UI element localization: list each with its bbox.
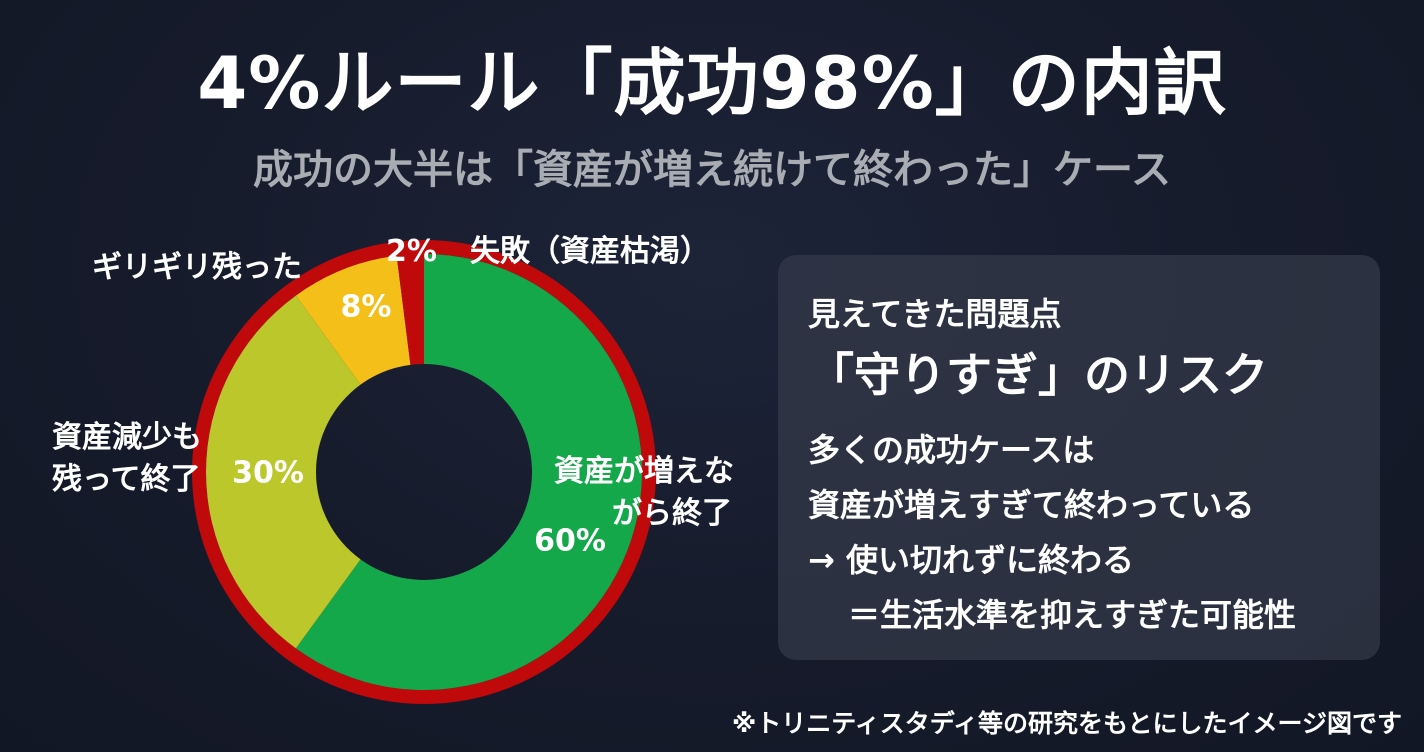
slice-value-barely: 8% [341, 290, 392, 325]
callout-decrease-line2: 残って終了 [52, 462, 201, 497]
panel-line: 資産が増えすぎて終わっている [808, 486, 1255, 524]
page-subtitle: 成功の大半は「資産が増え続けて終わった」ケース [253, 147, 1171, 193]
panel-line: → 使い切れずに終わる [808, 541, 1134, 579]
donut-chart-svg: 60% 30% 8% [192, 240, 656, 704]
callout-fail-value: 2% [386, 234, 437, 269]
panel-heading: 見えてきた問題点 [808, 295, 1062, 333]
callout-grow-line2: がら終了 [612, 496, 732, 531]
callout-grow-line1: 資産が増えな [554, 454, 734, 489]
callout-fail-label: 失敗（資産枯渇） [470, 234, 710, 269]
slice-fail [394, 240, 424, 365]
insight-panel: 見えてきた問題点 「守りすぎ」のリスク 多くの成功ケースは 資産が増えすぎて終わ… [778, 255, 1380, 660]
page-title: 4%ルール「成功98%」の内訳 [197, 41, 1227, 125]
slice-decrease [206, 295, 361, 649]
donut-chart: 60% 30% 8% ギリギリ残った 2% 失敗（資産枯渇） 資産減少も 残って終了… [0, 220, 760, 720]
slice-value-decrease: 30% [232, 456, 304, 491]
callout-decrease-line1: 資産減少も [52, 420, 202, 455]
panel-line: ＝生活水準を抑えすぎた可能性 [848, 596, 1297, 634]
slice-grow [295, 254, 643, 690]
callout-barely: ギリギリ残った [92, 250, 302, 285]
panel-line: 多くの成功ケースは [808, 431, 1095, 469]
panel-title: 「守りすぎ」のリスク [808, 348, 1268, 402]
footnote: ※トリニティスタディ等の研究をもとにしたイメージ図です [731, 709, 1402, 738]
panel-body: 多くの成功ケースは 資産が増えすぎて終わっている → 使い切れずに終わる ＝生活… [808, 423, 1296, 643]
slice-barely [295, 255, 411, 385]
slice-value-grow: 60% [534, 524, 606, 559]
